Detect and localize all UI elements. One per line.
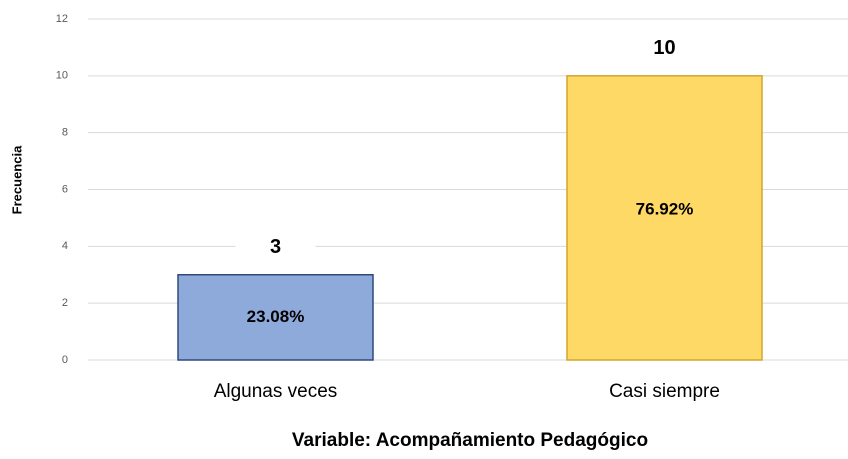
x-axis-label: Variable: Acompañamiento Pedagógico — [292, 430, 648, 451]
y-tick-label: 6 — [62, 183, 68, 195]
y-axis-label: Frecuencia — [9, 145, 24, 214]
percent-label: 23.08% — [247, 307, 305, 326]
x-tick-label: Casi siempre — [609, 381, 720, 402]
value-label: 10 — [653, 37, 675, 59]
y-tick-label: 4 — [62, 240, 68, 252]
value-label-bg — [624, 31, 705, 62]
y-tick-label: 2 — [62, 297, 68, 309]
y-tick-label: 0 — [62, 354, 68, 366]
y-tick-label: 12 — [56, 13, 68, 25]
value-label-bg — [235, 230, 316, 261]
y-tick-label: 10 — [56, 70, 68, 82]
percent-label: 76.92% — [636, 199, 694, 218]
bar — [566, 75, 763, 361]
bar — [177, 274, 374, 361]
x-tick-label: Algunas veces — [214, 381, 338, 402]
y-tick-label: 8 — [62, 127, 68, 139]
value-label: 3 — [270, 236, 281, 258]
